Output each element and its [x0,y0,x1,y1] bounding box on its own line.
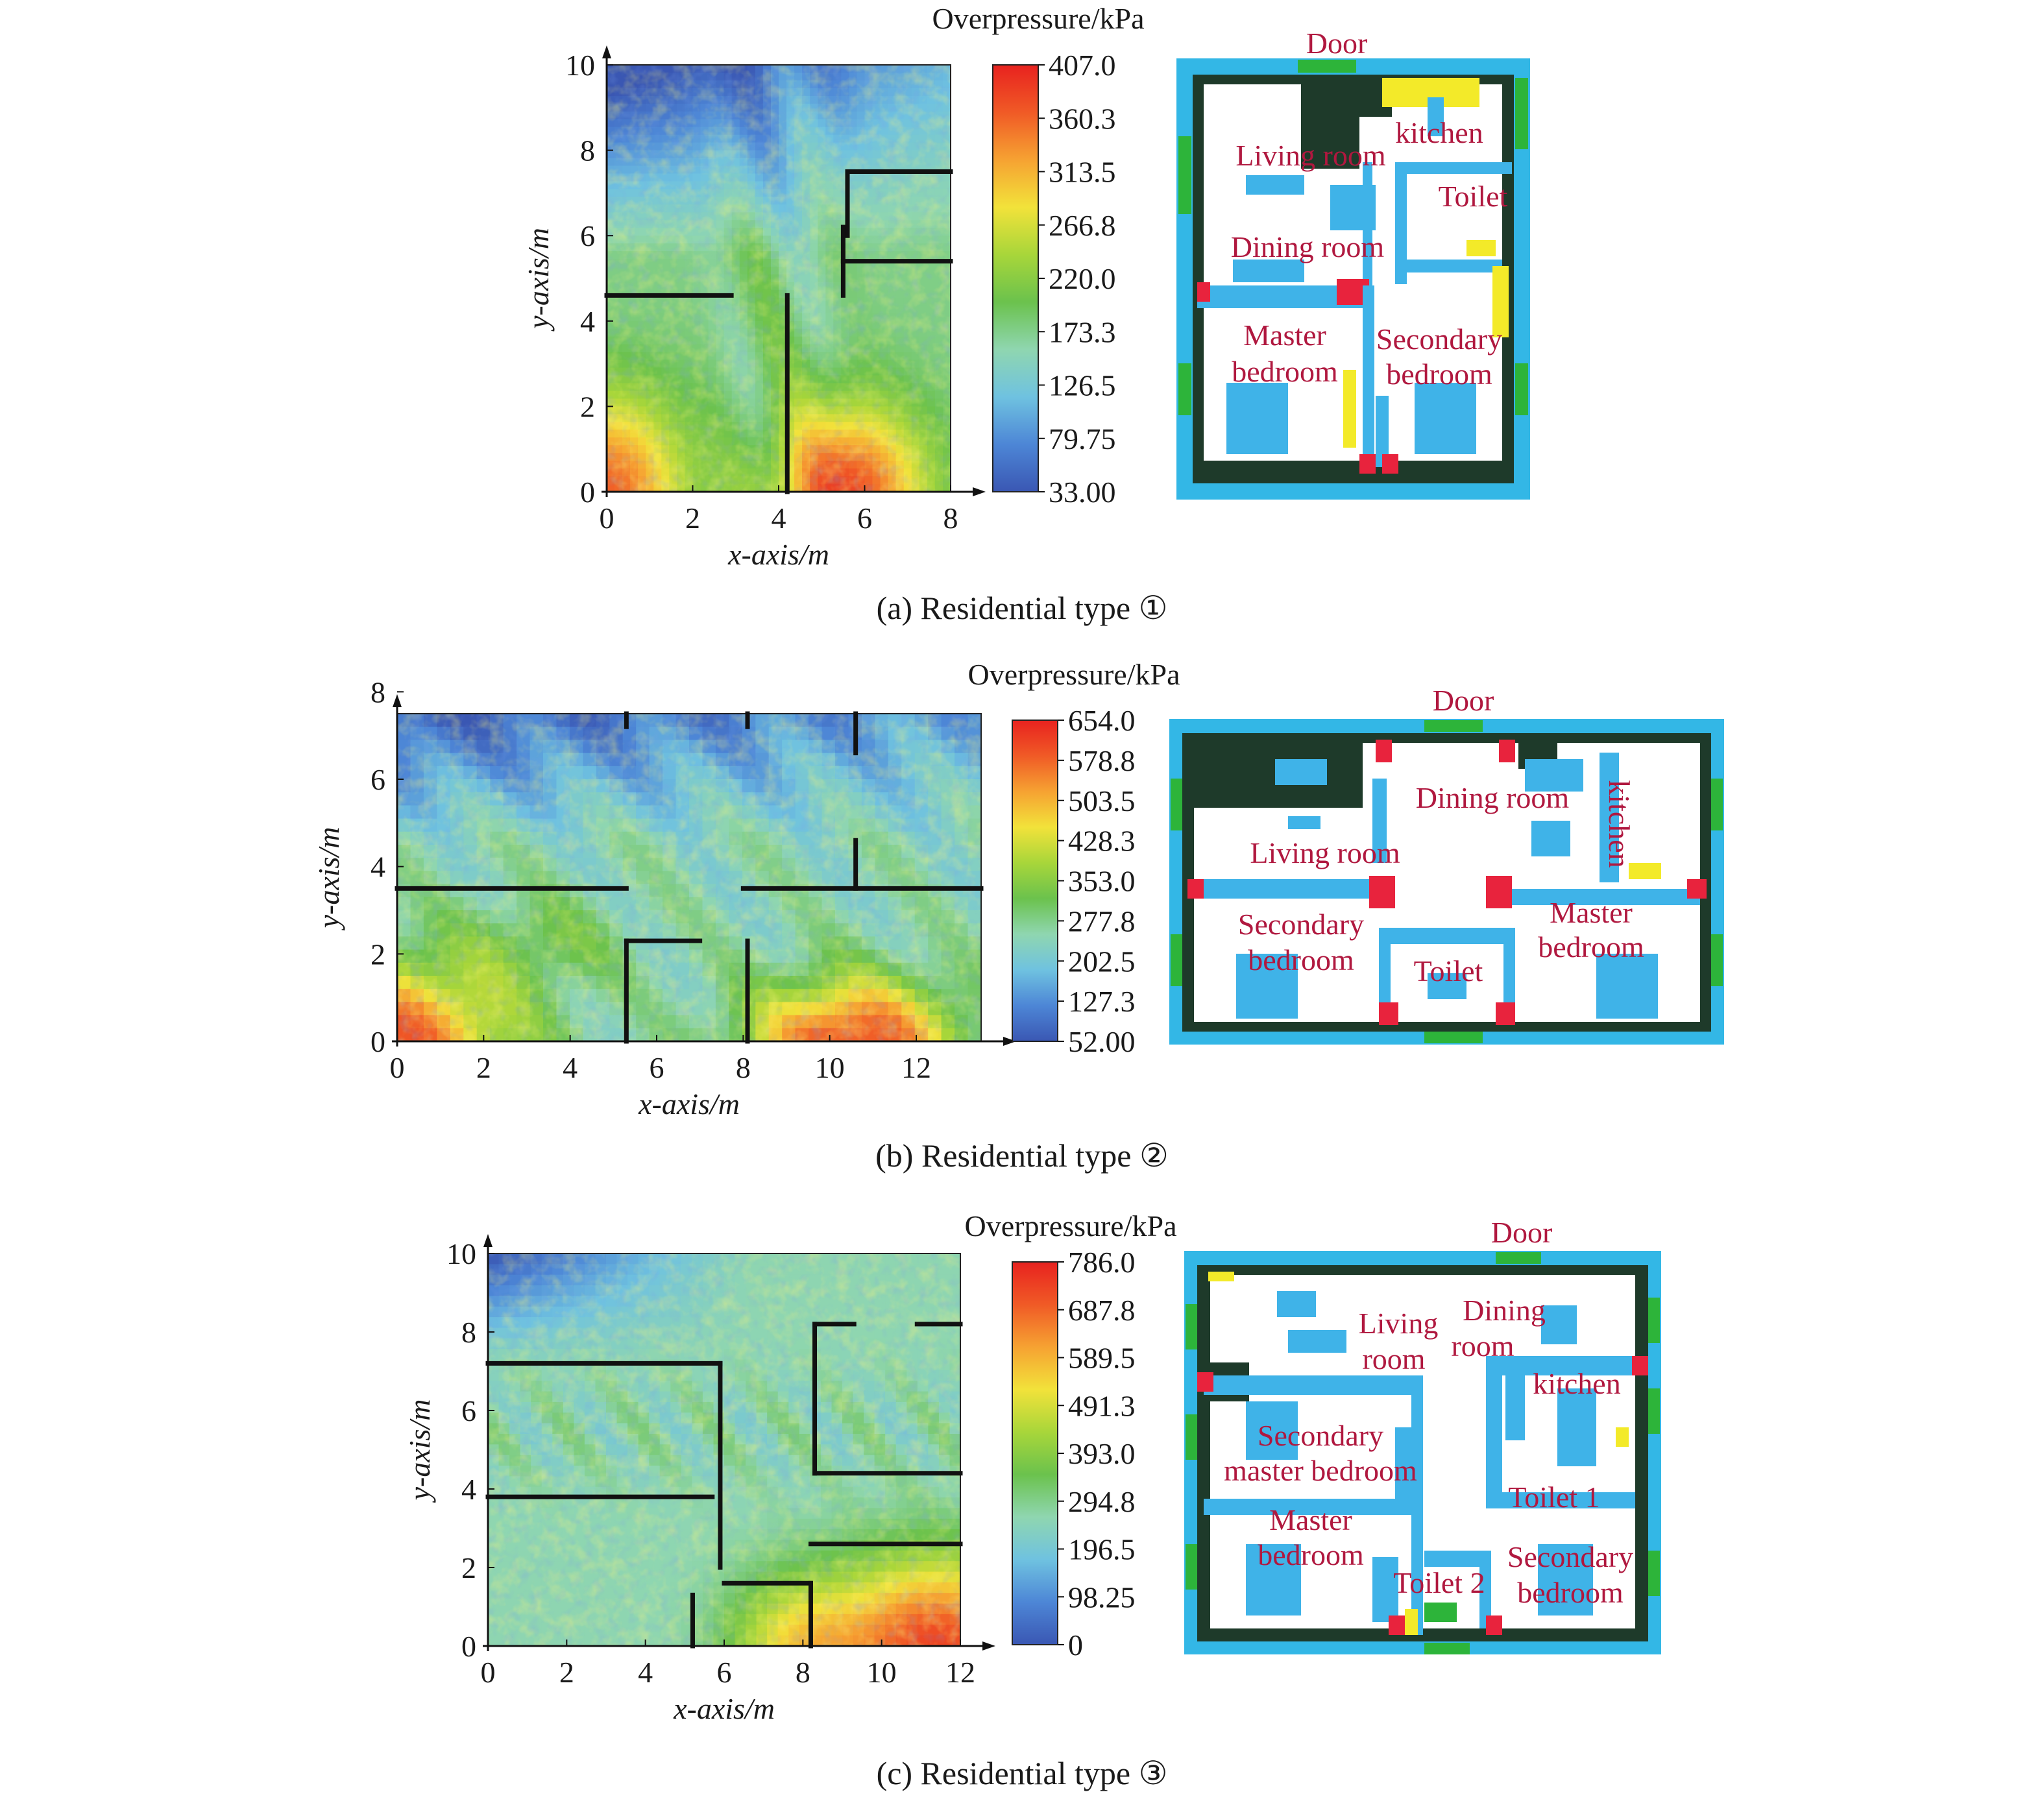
colorbar-tick-label: 578.8 [1068,744,1136,777]
y-axis-label: y-axis/m [522,228,555,332]
x-tick-label: 2 [476,1051,491,1084]
colorbar-b: 654.0 578.8 503.5 428.3 353.0 277.8 202.5 127.3… [1012,704,1136,1058]
x-tick-label: 8 [736,1051,751,1084]
room-label: Door [1306,27,1368,60]
colorbar-tick-label: 79.75 [1049,422,1116,455]
colorbar-tick-label: 173.3 [1049,315,1116,348]
y-tick-label: 2 [371,938,385,971]
y-tick-label: 8 [580,134,595,167]
y-tick-label: 6 [580,219,595,252]
colorbar-title-a: Overpressure/kPa [932,2,1144,35]
y-tick-label: 8 [371,675,385,708]
x-tick-label: 8 [943,502,958,535]
colorbar-gradient [992,64,1039,492]
colorbar-title-b: Overpressure/kPa [967,658,1180,691]
x-axis-label: x-axis/m [638,1087,740,1120]
x-axis-arrow [973,487,986,496]
colorbar-tick-label: 127.3 [1068,985,1136,1018]
colorbar-tick-label: 428.3 [1068,825,1136,858]
y-axis-label: y-axis/m [312,827,345,931]
colorbar-tick-label: 313.5 [1049,156,1116,189]
room-label: bedroom [1248,943,1354,976]
y-axis-arrow [602,45,611,58]
colorbar-tick-label: 353.0 [1068,865,1136,898]
room-label: kitchen [1603,780,1636,867]
axes-a: 0 2 4 6 8 0 2 4 6 8 10 x-axis/m y-axis/m [522,45,986,571]
colorbar-tick-label: 202.5 [1068,945,1136,978]
room-label: Living room [1250,836,1400,869]
x-tick-label: 0 [600,502,614,535]
colorbar-tick-label: 503.5 [1068,784,1136,817]
colorbar-tick-label: 33.00 [1049,476,1116,509]
room-label: Door [1433,684,1494,717]
y-tick-label: 4 [371,851,385,884]
colorbar-gradient [1012,720,1058,1042]
room-label: Master [1550,896,1633,929]
room-label: Secondary [1238,908,1364,941]
colorbar-tick-label: 407.0 [1049,49,1116,82]
colorbar-tick-label: 360.3 [1049,102,1116,135]
room-label: kitchen [1395,116,1483,149]
room-labels-a: Door kitchen Living room Toilet Dining r… [1231,27,1508,391]
x-tick-label: 4 [563,1051,578,1084]
colorbar-tick-label: 277.8 [1068,904,1136,938]
heatmap-plot-b [395,711,984,1044]
panel-a: 0 2 4 6 8 0 2 4 6 8 10 x-axis/m y-axis/m Overpressur… [522,2,1530,571]
colorbar-a: 407.0 360.3 313.5 266.8 220.0 173.3 126.5 79.75… [992,49,1116,509]
room-label: Secondary [1376,322,1502,356]
y-tick-label: 0 [371,1025,385,1058]
floor-plan-a: Door kitchen Living room Toilet Dining r… [1176,27,1530,500]
y-axis-arrow [393,694,402,707]
x-tick-label: 4 [772,502,786,535]
x-axis-label: x-axis/m [727,538,829,571]
colorbar-tick-label: 126.5 [1049,369,1116,402]
room-label: Master [1243,319,1326,352]
x-tick-label: 2 [685,502,700,535]
room-label: Living room [1235,139,1385,172]
room-label: bedroom [1538,930,1644,963]
room-label: Toilet [1414,954,1483,987]
colorbar-tick-label: 654.0 [1068,704,1136,737]
room-label: Toilet [1439,180,1508,213]
x-tick-label: 6 [650,1051,664,1084]
x-tick-label: 0 [390,1051,405,1084]
x-tick-label: 12 [901,1051,931,1084]
room-label: Dining room [1416,781,1570,814]
y-tick-label: 4 [580,305,595,338]
heatmap-plot-c [485,1253,963,1649]
heatmap-plot-a [604,64,953,494]
colorbar-tick-label: 52.00 [1068,1025,1136,1058]
y-tick-label: 6 [371,763,385,796]
floor-plan-b: Door kitchen Dining room Living room Sec… [1169,684,1724,1045]
y-tick-label: 0 [580,476,595,509]
y-tick-label: 10 [565,49,595,82]
room-label: bedroom [1386,357,1492,391]
x-tick-label: 6 [857,502,872,535]
colorbar-tick-label: 266.8 [1049,209,1116,242]
x-tick-label: 10 [815,1051,845,1084]
room-label: bedroom [1232,355,1338,388]
colorbar-tick-label: 220.0 [1049,262,1116,295]
room-label: Dining room [1231,230,1385,263]
heat-texture [397,714,981,1041]
heat-texture [607,65,951,492]
y-tick-label: 2 [580,390,595,423]
